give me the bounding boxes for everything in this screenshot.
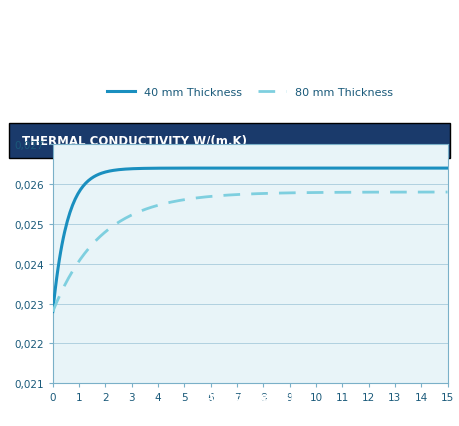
Text: Figure 3. Increase in thermal conductivity of rigid: Figure 3. Increase in thermal conductivi… bbox=[64, 52, 395, 65]
FancyBboxPatch shape bbox=[9, 124, 450, 158]
Legend: 40 mm Thickness, 80 mm Thickness: 40 mm Thickness, 80 mm Thickness bbox=[103, 83, 397, 102]
Text: 19: 19 bbox=[279, 90, 291, 99]
Text: Aging (years): Aging (years) bbox=[205, 390, 295, 403]
Text: THERMAL CONDUCTIVITY W/(m.K): THERMAL CONDUCTIVITY W/(m.K) bbox=[22, 135, 247, 147]
Text: 15 years after manufacture.: 15 years after manufacture. bbox=[136, 96, 323, 109]
Text: polyurethane foam (PUR/PIR) insulation materials in the first: polyurethane foam (PUR/PIR) insulation m… bbox=[27, 71, 432, 83]
